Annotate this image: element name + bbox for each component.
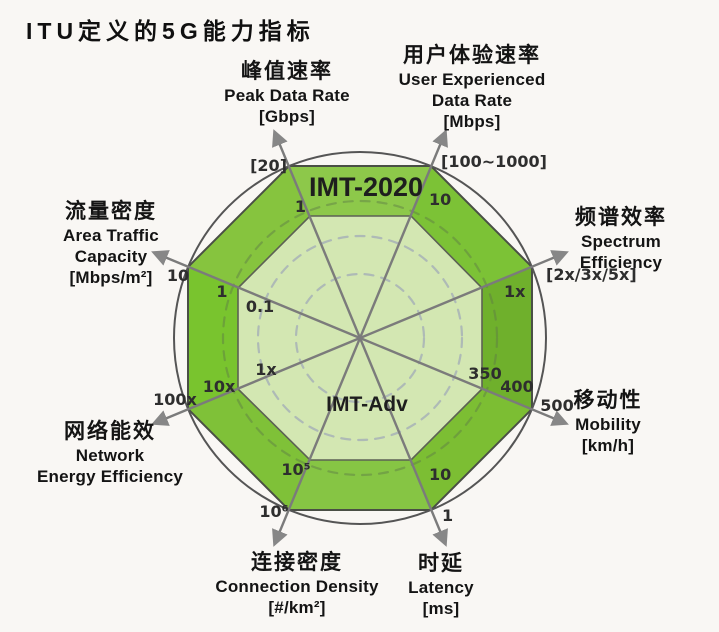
axis-spokes [151,129,569,547]
axis-label-mobility: 移动性 Mobility [km/h] [548,387,668,456]
axis-label-mobility-cn: 移动性 [573,389,643,412]
axis-label-energy-en2: Energy Efficiency [36,467,184,486]
axis-label-spectrum-en2: Efficiency [579,253,663,272]
axis-ticks: 1 [20] 10 [100~1000] 1x [2x/3x/5x] 350 4… [153,152,637,525]
spoke-latency [358,337,448,547]
band-segment-upper-left [188,166,310,288]
band-segment-left [188,267,238,409]
axis-label-peak-unit: [Gbps] [259,107,315,126]
grid-circle-outer [221,199,499,477]
series-label-imt2020: IMT-2020 [309,172,423,202]
tick-mobility-mid: 400 [500,377,533,396]
tick-userexp-imt-adv: 10 [429,190,451,209]
band-segment-right [482,267,532,409]
axis-label-latency: 时延 Latency [ms] [378,550,504,619]
axis-label-network-energy: 网络能效 Network Energy Efficiency [10,418,210,487]
tick-latency-imt-adv: 10 [429,465,451,484]
page-title: ITU定义的5G能力指标 [26,18,315,44]
axis-label-connection-density: 连接密度 Connection Density [#/km²] [184,549,410,618]
tick-mobility-imt-adv: 350 [468,364,501,383]
tick-peak-imt-adv: 1 [295,197,306,216]
series-label-imt-adv: IMT-Adv [326,393,408,416]
tick-energy-imt2020: 100x [153,390,197,409]
axis-label-traffic-en2: Capacity [74,247,148,266]
tick-peak-imt2020: [20] [250,156,287,175]
tick-energy-mid: 10x [203,377,236,396]
axis-label-mobility-unit: [km/h] [581,436,635,455]
band-segment-upper-right [411,166,532,288]
axis-label-userexp-cn: 用户体验速率 [403,44,541,67]
axis-label-peak-data-rate: 峰值速率 Peak Data Rate [Gbps] [172,58,402,127]
band-segment-lower-left [188,389,310,510]
axis-label-connection-en: Connection Density [215,577,379,596]
axis-label-traffic-en1: Area Traffic [63,226,159,245]
axis-label-energy-cn: 网络能效 [64,420,156,443]
tick-userexp-imt2020: [100~1000] [441,152,547,171]
axis-label-spectrum-cn: 频谱效率 [575,206,667,229]
spoke-mobility [359,336,569,426]
imt2020-band [188,166,532,510]
axis-label-latency-unit: [ms] [422,599,460,618]
outer-circle [173,151,547,525]
tick-traffic-imt2020: 10 [167,266,189,285]
spoke-network-energy-efficiency [151,336,361,426]
tick-spectrum-imt2020: [2x/3x/5x] [546,265,637,284]
tick-energy-imt-adv: 1x [255,360,277,379]
grid-circle-inner [294,272,426,404]
axis-label-connection-cn: 连接密度 [251,551,343,574]
tick-traffic-imt-adv: 0.1 [246,297,274,316]
tick-traffic-mid: 1 [216,282,227,301]
spoke-connection-density [272,337,362,547]
grid-circle-middle [256,234,464,442]
axis-label-userexp-en1: User Experienced [398,70,546,89]
axis-label-spectrum-en1: Spectrum [580,232,661,251]
axis-label-userexp-en2: Data Rate [431,91,513,110]
axis-label-userexp-unit: [Mbps] [443,112,501,131]
axis-label-peak-cn: 峰值速率 [241,60,333,83]
axis-label-latency-cn: 时延 [418,552,464,575]
axis-label-mobility-en: Mobility [575,415,641,434]
tick-mobility-imt2020: 500 [540,396,573,415]
axis-label-traffic-unit: [Mbps/m²] [69,268,153,287]
tick-connection-imt2020: 10⁶ [259,502,288,521]
axis-label-latency-en: Latency [408,578,474,597]
axis-label-energy-en1: Network [75,446,145,465]
tick-latency-imt2020: 1 [442,506,453,525]
spoke-spectrum-efficiency [359,250,569,340]
band-segment-bottom [289,460,431,510]
axis-label-user-experienced: 用户体验速率 User Experienced Data Rate [Mbps] [382,42,562,132]
axis-label-connection-unit: [#/km²] [268,598,326,617]
tick-spectrum-imt-adv: 1x [504,282,526,301]
tick-connection-imt-adv: 10⁵ [281,460,310,479]
axis-label-traffic-cn: 流量密度 [65,200,157,223]
dashed-grid-circles [221,199,499,477]
spoke-user-experienced-data-rate [358,129,448,339]
axis-label-spectrum-efficiency: 频谱效率 Spectrum Efficiency [545,204,697,273]
band-segment-lower-right [411,389,532,510]
axis-label-peak-en: Peak Data Rate [224,86,350,105]
axis-label-area-traffic: 流量密度 Area Traffic Capacity [Mbps/m²] [15,198,207,288]
spoke-peak-data-rate [272,129,362,339]
band-segment-top [289,166,431,216]
spoke-area-traffic-capacity [151,250,361,340]
